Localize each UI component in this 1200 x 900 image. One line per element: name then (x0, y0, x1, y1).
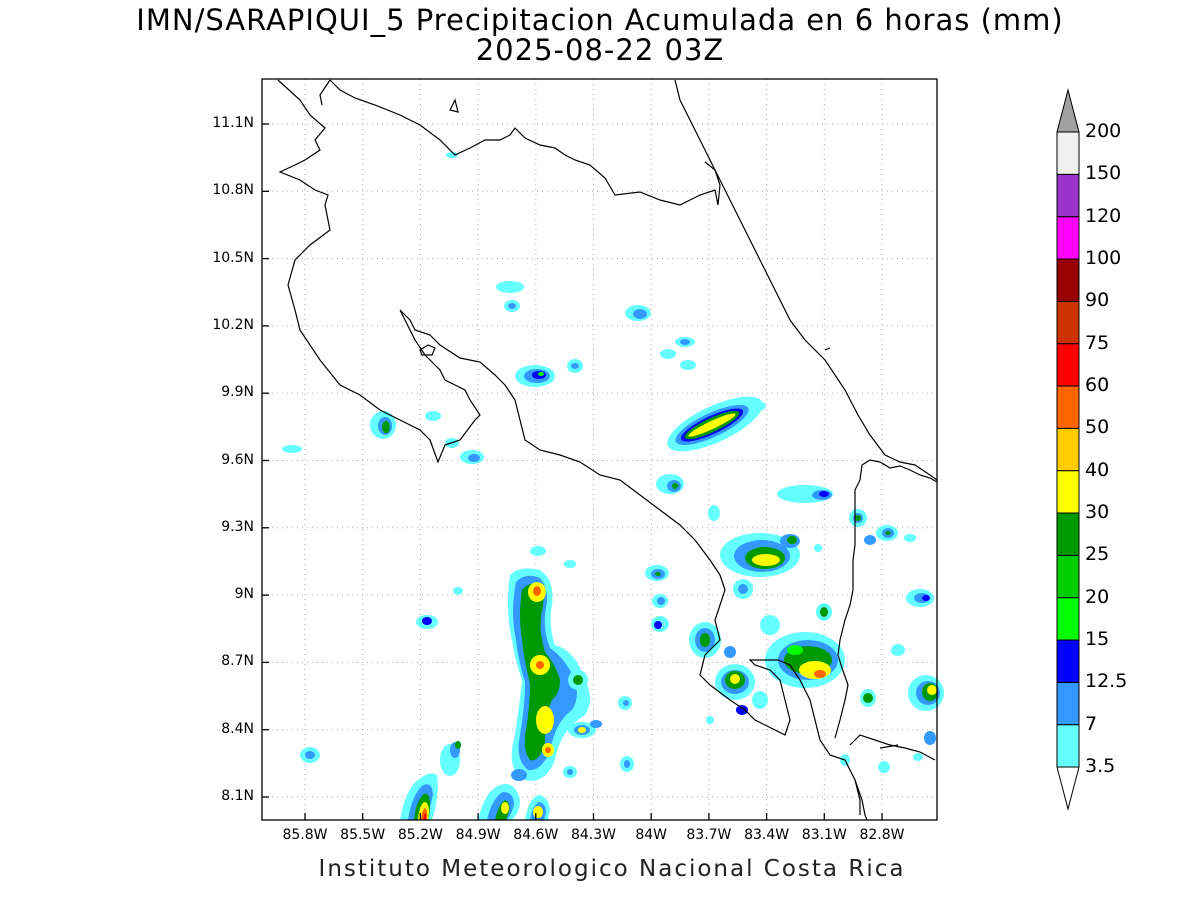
colorbar-label: 75 (1085, 331, 1110, 354)
colorbar-box (1056, 554, 1080, 599)
colorbar-max-triangle (1056, 88, 1080, 133)
map-plot-area (262, 79, 937, 820)
colorbar-box (1056, 470, 1080, 514)
colorbar-box (1056, 131, 1080, 175)
colorbar-min-triangle (1056, 766, 1080, 811)
colorbar-box (1056, 512, 1080, 556)
colorbar-label: 90 (1085, 289, 1110, 312)
lon-label: 85.2W (397, 827, 443, 843)
lon-label: 85.5W (340, 827, 386, 843)
lat-label: 8.7N (221, 653, 254, 670)
footer-institution: Instituto Meteorologico Nacional Costa R… (318, 856, 906, 882)
lon-label: 83.4W (744, 827, 790, 843)
lon-label: 84W (635, 827, 668, 843)
lon-label: 84.3W (570, 827, 616, 843)
colorbar-box (1056, 216, 1080, 260)
lon-label: 82.8W (859, 827, 905, 843)
map-subtitle-datetime: 2025-08-22 03Z (475, 33, 725, 67)
lon-label: 83.1W (801, 827, 847, 843)
colorbar-label: 50 (1085, 416, 1110, 439)
colorbar-box (1056, 681, 1080, 726)
lon-label: 84.6W (513, 827, 559, 843)
lon-label: 85.8W (282, 827, 328, 843)
colorbar-box (1056, 385, 1080, 429)
colorbar-box (1056, 343, 1080, 387)
colorbar-label: 200 (1085, 120, 1122, 142)
gridlines (262, 79, 937, 820)
lat-label: 9.9N (221, 384, 254, 401)
colorbar-label: 60 (1085, 374, 1110, 396)
lat-label: 9N (234, 586, 254, 603)
colorbar-box (1056, 724, 1080, 768)
colorbar-box (1056, 258, 1080, 302)
axis-ticks (262, 123, 883, 820)
lat-label: 11.1N (212, 115, 254, 131)
colorbar (1056, 88, 1080, 811)
colorbar-label: 15 (1085, 628, 1110, 650)
colorbar-label: 25 (1085, 543, 1110, 566)
map-title: IMN/SARAPIQUI_5 Precipitacion Acumulada … (136, 3, 1064, 37)
colorbar-label: 7 (1085, 712, 1098, 735)
lat-label: 10.2N (212, 316, 254, 333)
coastline-borders (277, 79, 938, 821)
colorbar-label: 40 (1085, 458, 1110, 481)
colorbar-label: 3.5 (1085, 755, 1116, 777)
colorbar-label: 12.5 (1085, 670, 1128, 693)
lat-label: 9.3N (221, 518, 254, 535)
precipitation-field (282, 152, 944, 820)
colorbar-label: 30 (1085, 501, 1110, 523)
colorbar-box (1056, 639, 1080, 683)
lon-label: 83.7W (686, 827, 732, 843)
colorbar-box (1056, 300, 1080, 345)
lat-label: 10.5N (212, 249, 254, 266)
lat-label: 10.8N (212, 182, 254, 199)
colorbar-label: 20 (1085, 585, 1110, 608)
colorbar-box (1056, 173, 1080, 218)
lat-label: 9.6N (221, 451, 254, 468)
lon-label: 84.9W (455, 827, 501, 843)
lat-label: 8.1N (221, 788, 254, 804)
lat-label: 8.4N (221, 720, 254, 737)
colorbar-label: 120 (1085, 204, 1122, 227)
colorbar-box (1056, 427, 1080, 472)
colorbar-box (1056, 597, 1080, 641)
map-frame (261, 78, 938, 821)
colorbar-label: 100 (1085, 247, 1122, 269)
colorbar-label: 150 (1085, 162, 1122, 185)
